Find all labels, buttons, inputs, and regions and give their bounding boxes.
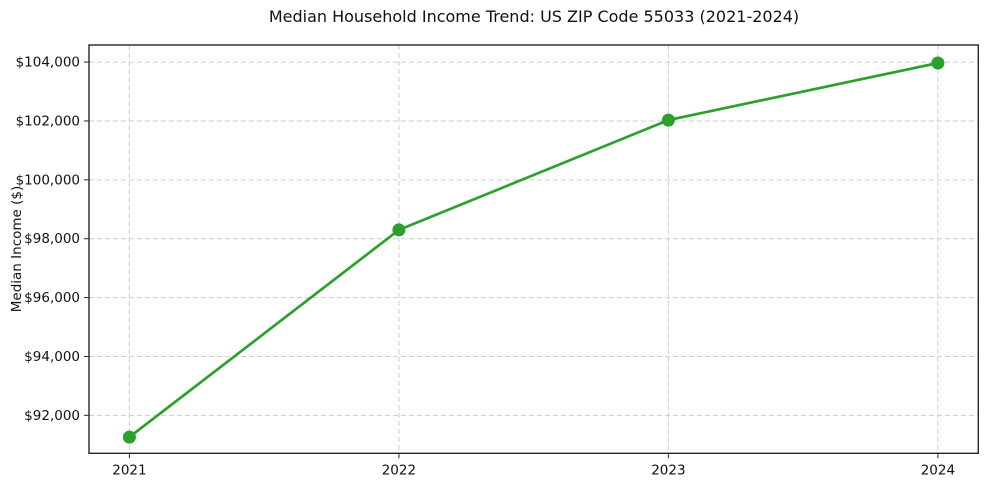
trend-line <box>128 61 939 439</box>
plot-border <box>88 44 979 454</box>
y-tick-label: $104,000 <box>16 55 80 71</box>
data-point-2024 <box>931 56 945 70</box>
data-point-2021 <box>122 430 136 444</box>
data-point-2023 <box>661 113 675 127</box>
chart-title: Median Household Income Trend: US ZIP Co… <box>268 7 800 26</box>
y-tick-label: $92,000 <box>24 408 80 424</box>
y-tick-label: $102,000 <box>16 113 80 129</box>
x-tick-label: 2021 <box>112 462 146 478</box>
y-tick-label: $96,000 <box>24 290 80 306</box>
x-tick-label: 2022 <box>382 462 416 478</box>
y-tick-label: $100,000 <box>16 172 80 188</box>
data-point-2022 <box>392 223 406 237</box>
y-tick-label: $98,000 <box>24 231 80 247</box>
x-tick-label: 2023 <box>651 462 685 478</box>
y-tick-label: $94,000 <box>24 349 80 365</box>
x-tick-label: 2024 <box>921 462 955 478</box>
